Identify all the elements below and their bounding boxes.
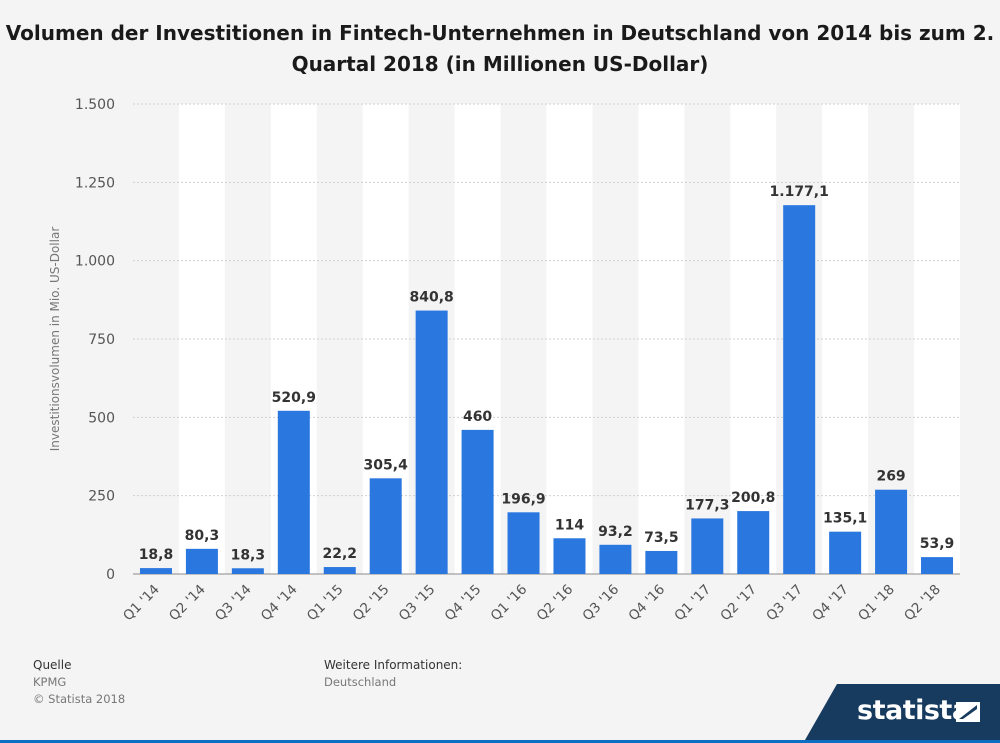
- source-name: KPMG: [33, 675, 67, 689]
- x-tick-label: Q3 '17: [763, 582, 806, 625]
- bar[interactable]: [875, 489, 908, 574]
- statista-logo-text: statista: [857, 695, 970, 726]
- bar-value-label: 22,2: [322, 546, 357, 562]
- bar-value-label: 135,1: [823, 511, 867, 527]
- x-tick-label: Q2 '14: [166, 582, 209, 625]
- bar[interactable]: [599, 544, 632, 574]
- x-tick-label: Q1 '18: [855, 582, 898, 625]
- bar-value-label: 18,8: [139, 547, 174, 563]
- x-tick-label: Q2 '15: [350, 582, 393, 625]
- bar[interactable]: [691, 518, 724, 574]
- x-tick-label: Q3 '14: [212, 582, 255, 625]
- y-tick-label: 1.000: [75, 254, 115, 270]
- bar-value-label: 80,3: [185, 528, 220, 544]
- bar-value-label: 93,2: [598, 524, 633, 540]
- x-tick-label: Q1 '14: [120, 582, 163, 625]
- info-heading: Weitere Informationen:: [324, 658, 463, 672]
- bar-value-label: 840,8: [409, 290, 453, 306]
- x-tick-label: Q2 '16: [534, 582, 577, 625]
- bars: [139, 205, 954, 574]
- y-tick-label: 1.500: [75, 97, 115, 113]
- x-tick-label: Q4 '16: [625, 582, 668, 625]
- y-tick-label: 500: [88, 410, 115, 426]
- bar[interactable]: [645, 550, 678, 574]
- info-text[interactable]: Deutschland: [324, 675, 397, 689]
- x-tick-label: Q3 '15: [396, 582, 439, 625]
- bar[interactable]: [323, 567, 356, 574]
- bar-value-label: 520,9: [272, 390, 316, 406]
- x-tick-label: Q1 '16: [488, 582, 531, 625]
- bar[interactable]: [369, 478, 402, 574]
- statista-logo[interactable]: statista: [805, 684, 1000, 740]
- bar-value-label: 305,4: [364, 457, 409, 473]
- x-tick-label: Q1 '17: [671, 582, 714, 625]
- value-labels: 18,8 80,3 18,3 520,9 22,2 305,4 840,8 460 196,9 1…: [139, 184, 955, 563]
- bar[interactable]: [277, 410, 310, 574]
- bar-value-label: 53,9: [920, 536, 955, 552]
- bar[interactable]: [783, 205, 816, 574]
- bar[interactable]: [507, 512, 540, 574]
- y-tick-label: 250: [88, 489, 115, 505]
- source-block: Quelle KPMG © Statista 2018: [33, 658, 125, 706]
- x-tick-label: Q3 '16: [580, 582, 623, 625]
- x-tick-label: Q2 '17: [717, 582, 760, 625]
- bar-value-label: 177,3: [685, 497, 729, 513]
- bar-value-label: 200,8: [731, 490, 775, 506]
- gridlines: [133, 103, 960, 575]
- bar[interactable]: [553, 538, 586, 574]
- bar[interactable]: [185, 548, 218, 574]
- bar[interactable]: [231, 568, 264, 574]
- info-block: Weitere Informationen: Deutschland: [324, 658, 462, 689]
- bar-value-label: 18,3: [231, 547, 266, 563]
- bar-value-label: 460: [463, 409, 492, 425]
- bar[interactable]: [415, 310, 448, 574]
- bar-value-label: 269: [876, 469, 905, 485]
- y-axis-ticks: 0 250 500 750 1.000 1.250 1.500: [75, 97, 115, 583]
- x-tick-label: Q4 '15: [442, 582, 485, 625]
- bar-value-label: 196,9: [501, 491, 545, 507]
- y-tick-label: 0: [106, 567, 115, 583]
- bar[interactable]: [829, 531, 862, 574]
- statista-mark-icon: [956, 702, 980, 722]
- bar[interactable]: [737, 511, 770, 574]
- bar-value-label: 73,5: [644, 530, 679, 546]
- bar[interactable]: [921, 557, 954, 574]
- bar[interactable]: [461, 429, 494, 574]
- x-tick-label: Q1 '15: [304, 582, 347, 625]
- bar-value-label: 1.177,1: [770, 184, 829, 200]
- y-tick-label: 1.250: [75, 175, 115, 191]
- bottom-accent-bar: [0, 740, 1000, 743]
- x-tick-label: Q4 '14: [258, 582, 301, 625]
- y-axis-label: Investitionsvolumen in Mio. US-Dollar: [48, 227, 62, 452]
- chart-title: Volumen der Investitionen in Fintech-Unt…: [5, 21, 995, 76]
- bar-chart: 0 250 500 750 1.000 1.250 1.500 18,8 80,3 18,3 52…: [48, 97, 960, 625]
- y-tick-label: 750: [88, 332, 115, 348]
- x-tick-label: Q4 '17: [809, 582, 852, 625]
- bar[interactable]: [139, 568, 172, 574]
- bar-value-label: 114: [555, 517, 584, 533]
- source-heading: Quelle: [33, 658, 72, 672]
- x-axis-ticks: Q1 '14 Q2 '14 Q3 '14 Q4 '14 Q1 '15 Q2 '15 Q3 '…: [120, 582, 944, 625]
- x-tick-label: Q2 '18: [901, 582, 944, 625]
- copyright: © Statista 2018: [33, 692, 126, 706]
